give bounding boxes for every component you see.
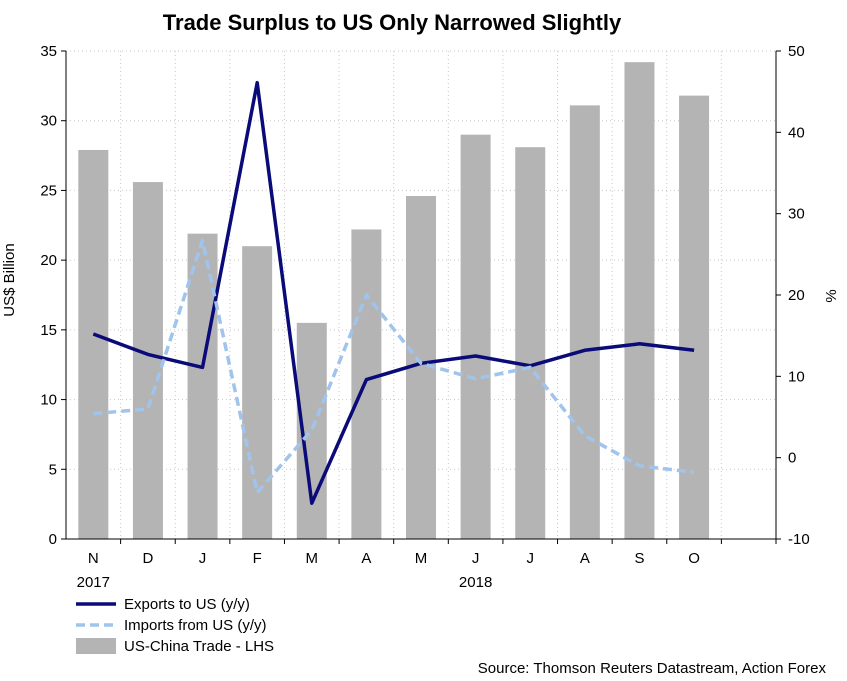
tick-label-left: 20 (40, 252, 57, 269)
bar (351, 229, 382, 539)
tick-label-right: 20 (788, 287, 805, 304)
y-axis-left-label: US$ Billion (1, 243, 18, 316)
tick-label-right: -10 (788, 531, 810, 548)
axes (61, 50, 781, 544)
bar (187, 233, 218, 539)
x-tick-label: J (472, 550, 480, 567)
bar (569, 105, 600, 540)
tick-label-right: 0 (788, 450, 796, 467)
year-label: 2017 (77, 574, 110, 591)
x-tick-label: S (634, 550, 644, 567)
tick-label-left: 5 (49, 461, 57, 478)
bar (679, 95, 710, 540)
tick-label-left: 25 (40, 182, 57, 199)
bar (242, 246, 273, 539)
line-series (92, 80, 695, 505)
x-tick-label: N (88, 550, 99, 567)
legend-label: Imports from US (y/y) (124, 617, 267, 634)
x-tick-label: A (361, 550, 371, 567)
x-tick-label: A (580, 550, 590, 567)
tick-label-left: 15 (40, 322, 57, 339)
legend-label: Exports to US (y/y) (124, 596, 250, 613)
legend: Exports to US (y/y) Imports from US (y/y)… (76, 596, 274, 655)
x-tick-label: J (199, 550, 207, 567)
bar (515, 147, 546, 539)
tick-label-right: 50 (788, 43, 805, 60)
tick-label-left: 10 (40, 392, 57, 409)
tick-labels: 0 5 10 15 20 25 30 35 -10 0 10 20 30 40 50 N D J F M A M J J A S O… (40, 43, 809, 591)
tick-label-right: 10 (788, 368, 805, 385)
tick-label-right: 40 (788, 124, 805, 141)
bar (132, 182, 163, 539)
tick-label-left: 30 (40, 113, 57, 130)
x-tick-label: J (526, 550, 534, 567)
legend-swatch-bar (76, 638, 116, 654)
imports-line (93, 238, 695, 495)
bar (460, 134, 491, 539)
x-tick-label: O (688, 550, 700, 567)
x-tick-label: M (415, 550, 428, 567)
bar (78, 149, 109, 539)
year-label: 2018 (459, 574, 492, 591)
exports-line (92, 80, 695, 505)
source-note: Source: Thomson Reuters Datastream, Acti… (478, 660, 827, 677)
legend-label: US-China Trade - LHS (124, 638, 274, 655)
tick-label-left: 0 (49, 531, 57, 548)
y-axis-right-label: % (823, 289, 840, 302)
x-tick-label: M (306, 550, 319, 567)
tick-label-left: 35 (40, 43, 57, 60)
x-tick-label: F (253, 550, 262, 567)
tick-label-right: 30 (788, 206, 805, 223)
chart-title: Trade Surplus to US Only Narrowed Slight… (163, 10, 622, 35)
x-tick-label: D (143, 550, 154, 567)
